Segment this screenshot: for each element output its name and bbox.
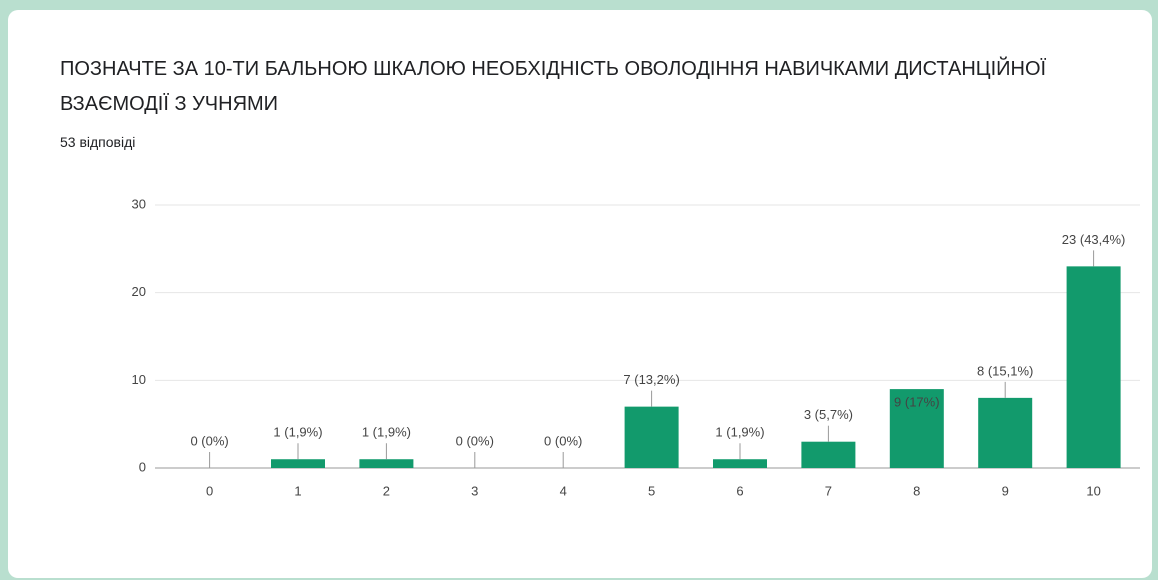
data-label: 0 (0%) xyxy=(456,433,494,448)
x-tick-label: 10 xyxy=(1086,483,1100,498)
data-label: 0 (0%) xyxy=(190,433,228,448)
data-label: 1 (1,9%) xyxy=(273,425,322,440)
bar xyxy=(801,441,856,468)
y-tick-label: 30 xyxy=(132,196,146,211)
y-tick-label: 10 xyxy=(132,372,146,387)
bar xyxy=(1066,266,1121,468)
x-tick-label: 2 xyxy=(383,483,390,498)
x-tick-label: 4 xyxy=(560,483,567,498)
card: ПОЗНАЧТЕ ЗА 10-ТИ БАЛЬНОЮ ШКАЛОЮ НЕОБХІД… xyxy=(8,10,1152,578)
data-label: 3 (5,7%) xyxy=(804,407,853,422)
data-label: 8 (15,1%) xyxy=(977,363,1033,378)
x-tick-label: 8 xyxy=(913,483,920,498)
data-label: 1 (1,9%) xyxy=(715,425,764,440)
chart-title: ПОЗНАЧТЕ ЗА 10-ТИ БАЛЬНОЮ ШКАЛОЮ НЕОБХІД… xyxy=(60,58,1047,115)
bar xyxy=(624,406,679,468)
x-tick-label: 9 xyxy=(1002,483,1009,498)
x-tick-label: 7 xyxy=(825,483,832,498)
x-tick-label: 1 xyxy=(294,483,301,498)
x-tick-label: 5 xyxy=(648,483,655,498)
bar xyxy=(271,459,325,468)
data-label: 23 (43,4%) xyxy=(1062,232,1126,247)
data-label: 0 (0%) xyxy=(544,433,582,448)
data-label: 7 (13,2%) xyxy=(623,372,679,387)
x-tick-label: 6 xyxy=(736,483,743,498)
y-tick-label: 0 xyxy=(139,459,146,474)
bar xyxy=(889,389,944,468)
bar xyxy=(359,459,414,468)
data-label: 1 (1,9%) xyxy=(362,425,411,440)
bar xyxy=(713,459,767,468)
y-tick-label: 20 xyxy=(132,284,146,299)
x-tick-label: 3 xyxy=(471,483,478,498)
x-tick-label: 0 xyxy=(206,483,213,498)
response-count: 53 відповіді xyxy=(60,134,136,150)
data-label: 9 (17%) xyxy=(894,395,940,410)
bar xyxy=(978,397,1033,468)
